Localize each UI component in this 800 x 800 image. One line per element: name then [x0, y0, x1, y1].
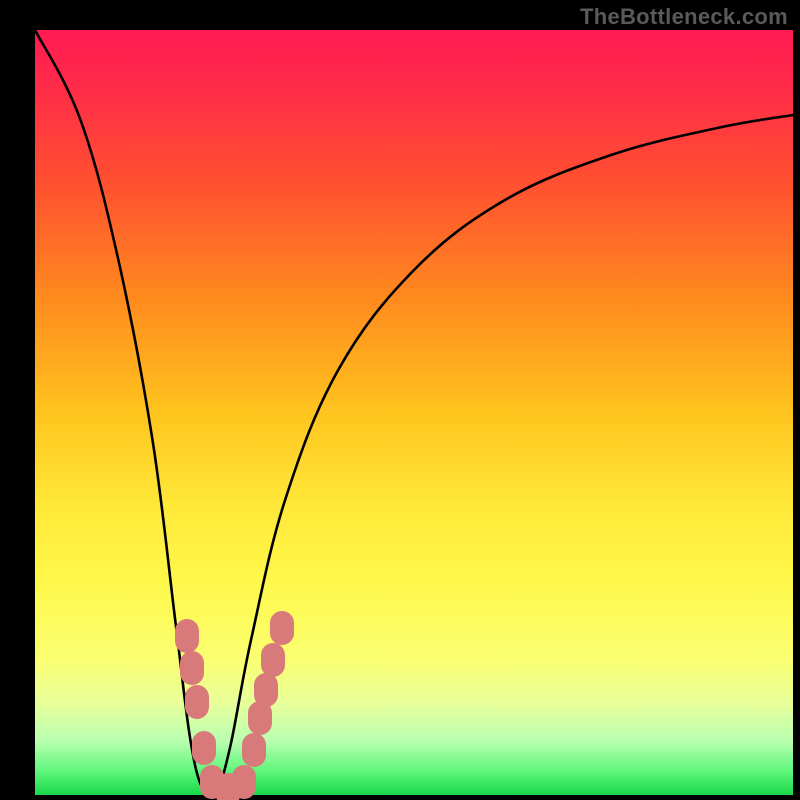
marker-dot — [261, 643, 285, 677]
gradient-background — [35, 30, 793, 795]
marker-dot — [175, 619, 199, 653]
marker-dot — [180, 651, 204, 685]
watermark-text: TheBottleneck.com — [580, 4, 788, 30]
marker-dot — [232, 765, 256, 799]
marker-dot — [270, 611, 294, 645]
marker-dot — [242, 733, 266, 767]
marker-dot — [254, 673, 278, 707]
marker-dot — [185, 685, 209, 719]
marker-dot — [192, 731, 216, 765]
